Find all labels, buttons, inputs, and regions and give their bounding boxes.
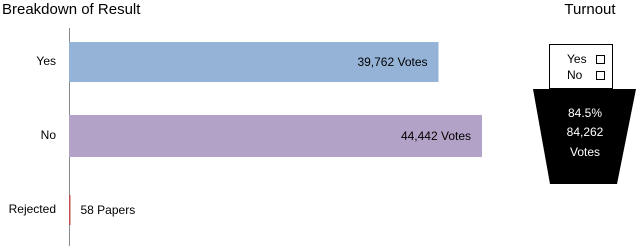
value-label: 44,442 Votes (401, 129, 471, 143)
value-label: 39,762 Votes (357, 55, 427, 69)
category-label: Rejected (9, 202, 56, 216)
chart-title: Breakdown of Result (2, 1, 141, 18)
turnout-title: Turnout (564, 1, 616, 18)
checkbox (596, 71, 605, 80)
turnout-count: 84,262 (567, 125, 604, 139)
value-label: 58 Papers (81, 203, 136, 217)
bar (69, 195, 71, 225)
turnout-unit: Votes (570, 145, 600, 159)
ballot-option: No (567, 68, 583, 82)
bar (69, 42, 439, 82)
bar (69, 115, 482, 157)
category-label: No (41, 128, 57, 142)
ballot-option: Yes (567, 52, 587, 66)
turnout-panel: Turnout Yes No 84.5% 84,262 Votes (533, 1, 636, 184)
ballot-paper (549, 44, 613, 89)
checkbox (596, 55, 605, 64)
category-label: Yes (36, 54, 56, 68)
ballot-box (533, 89, 636, 184)
turnout-percent: 84.5% (568, 106, 602, 120)
